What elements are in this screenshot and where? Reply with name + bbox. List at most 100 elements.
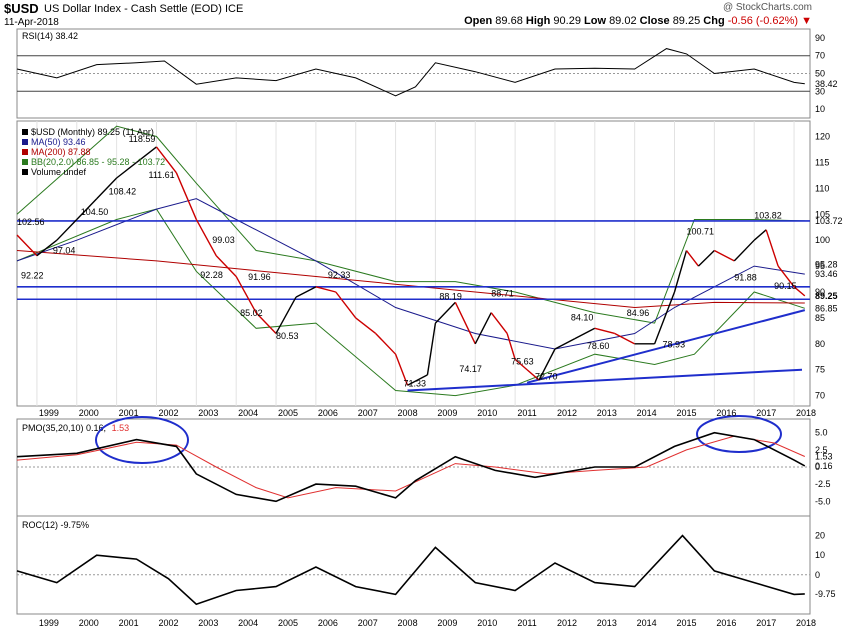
x-tick-mid-2002: 2002 — [158, 408, 178, 418]
x-tick-mid-2007: 2007 — [358, 408, 378, 418]
pmo-line — [16, 431, 806, 503]
trendline-0 — [407, 368, 803, 392]
price-annotation-78.60: 78.60 — [587, 341, 610, 351]
x-tick-bottom-2014: 2014 — [637, 618, 657, 628]
pmo-legend: PMO(35,20,10) 0.16, 1.53 — [22, 423, 129, 433]
x-tick-bottom-2009: 2009 — [437, 618, 457, 628]
x-tick-bottom-2002: 2002 — [158, 618, 178, 628]
x-tick-bottom-2011: 2011 — [517, 618, 536, 628]
price-segment — [56, 218, 78, 241]
bb-upper-line — [16, 125, 805, 324]
x-tick-bottom-2004: 2004 — [238, 618, 258, 628]
price-annotation-108.42: 108.42 — [109, 187, 137, 197]
price-segment — [753, 229, 767, 241]
price-segment — [315, 286, 336, 293]
x-tick-bottom-2001: 2001 — [119, 618, 139, 628]
price-segment — [506, 333, 516, 360]
x-axis-middle: 1999 2000 2001 2002 2003 2004 2005 2006 2007 2008… — [39, 408, 816, 418]
price-tick-110: 110 — [815, 183, 829, 193]
rsi-line — [16, 48, 805, 97]
price-legend: $USD (Monthly) 89.25 (11 Apr)MA(50) 93.4… — [22, 127, 165, 177]
x-tick-mid-2006: 2006 — [318, 408, 338, 418]
low-value: 89.02 — [609, 15, 637, 27]
price-annotation-72.70: 72.70 — [535, 372, 558, 382]
x-tick-bottom-2000: 2000 — [79, 618, 99, 628]
pmo-tick-5.0: 5.0 — [815, 428, 828, 438]
x-tick-bottom-2007: 2007 — [358, 618, 378, 628]
price-tick-100: 100 — [815, 235, 830, 245]
price-segment — [295, 286, 317, 298]
price-segment — [394, 353, 409, 386]
price-annotation-118.59: 118.59 — [129, 134, 156, 144]
price-segment — [697, 250, 715, 267]
x-tick-bottom-2006: 2006 — [318, 618, 338, 628]
x-axis-bottom: 1999 2000 2001 2002 2003 2004 2005 2006 2007 2008… — [39, 618, 816, 628]
x-tick-bottom-2003: 2003 — [198, 618, 218, 628]
bb-lower-line — [16, 208, 805, 397]
chart-name-text: US Dollar Index - Cash Settle (EOD) — [44, 3, 222, 15]
ma200-line — [16, 250, 805, 309]
price-segment — [16, 234, 38, 257]
price-annotation-91.88: 91.88 — [734, 272, 757, 282]
rsi-tick-50: 50 — [815, 69, 825, 79]
price-tick-115: 115 — [815, 157, 829, 167]
price-annotation-90.15: 90.15 — [774, 281, 797, 291]
legend-swatch-4 — [22, 169, 28, 175]
x-tick-bottom-2012: 2012 — [557, 618, 577, 628]
price-tick-70: 70 — [815, 391, 825, 401]
price-annotation-88.19: 88.19 — [439, 291, 462, 301]
price-annotation-103.82: 103.82 — [754, 210, 782, 220]
price-panel: 120 115 110 105 100 95 90 85 80 75 70 103.72 95.2893… — [16, 125, 843, 401]
price-tick-120: 120 — [815, 132, 830, 142]
rsi-tick-90: 90 — [815, 33, 825, 43]
price-segment — [474, 312, 492, 345]
x-tick-mid-2015: 2015 — [676, 408, 696, 418]
price-segment — [215, 255, 237, 277]
down-triangle-icon: ▼ — [801, 15, 812, 27]
price-segment — [375, 332, 397, 355]
legend-entry-0: $USD (Monthly) 89.25 (11 Apr) — [31, 127, 154, 137]
price-tick-95: 95 — [815, 261, 825, 271]
price-segment — [514, 358, 528, 371]
x-tick-mid-2003: 2003 — [198, 408, 218, 418]
price-tick-75: 75 — [815, 365, 825, 375]
price-segment — [434, 301, 456, 324]
low-label: Low — [584, 15, 606, 27]
credit-text: @ StockCharts.com — [722, 2, 812, 13]
price-tick-90: 90 — [815, 287, 825, 297]
price-annotation-99.03: 99.03 — [212, 235, 235, 245]
price-segment — [275, 296, 297, 334]
price-segment — [454, 302, 476, 345]
roc-tick-10: 10 — [815, 550, 825, 560]
roc-line — [16, 534, 805, 606]
price-annotation-84.10: 84.10 — [571, 313, 594, 323]
x-tick-mid-2009: 2009 — [437, 408, 457, 418]
x-tick-bottom-1999: 1999 — [39, 618, 59, 628]
x-tick-bottom-2005: 2005 — [278, 618, 298, 628]
price-segment — [765, 229, 779, 267]
price-annotation-111.61: 111.61 — [149, 170, 175, 180]
price-segment — [136, 146, 157, 164]
legend-swatch-2 — [22, 149, 28, 155]
x-tick-mid-2016: 2016 — [716, 408, 736, 418]
x-tick-mid-2018: 2018 — [796, 408, 816, 418]
pmo-tick-0: 0 — [815, 462, 820, 472]
rsi-legend: RSI(14) 38.42 — [22, 31, 78, 41]
chg-label: Chg — [703, 15, 725, 27]
price-segment — [594, 327, 615, 335]
pmo-tick--5.0: -5.0 — [815, 496, 831, 506]
price-right-label-4: 86.85 — [815, 303, 838, 313]
price-segment — [538, 348, 556, 381]
price-right-label-2: 93.46 — [815, 269, 838, 279]
price-segment — [255, 312, 277, 334]
x-tick-bottom-2018: 2018 — [796, 618, 816, 628]
roc-panel-frame — [16, 515, 811, 615]
price-tick-105: 105 — [815, 209, 830, 219]
rsi-tick-30: 30 — [815, 86, 825, 96]
high-label: High — [525, 15, 551, 27]
x-tick-bottom-2015: 2015 — [676, 618, 696, 628]
price-annotation-92.22: 92.22 — [21, 270, 44, 280]
price-segment — [235, 276, 257, 314]
x-tick-mid-2014: 2014 — [637, 408, 657, 418]
price-right-label-0: 103.72 — [815, 216, 843, 226]
